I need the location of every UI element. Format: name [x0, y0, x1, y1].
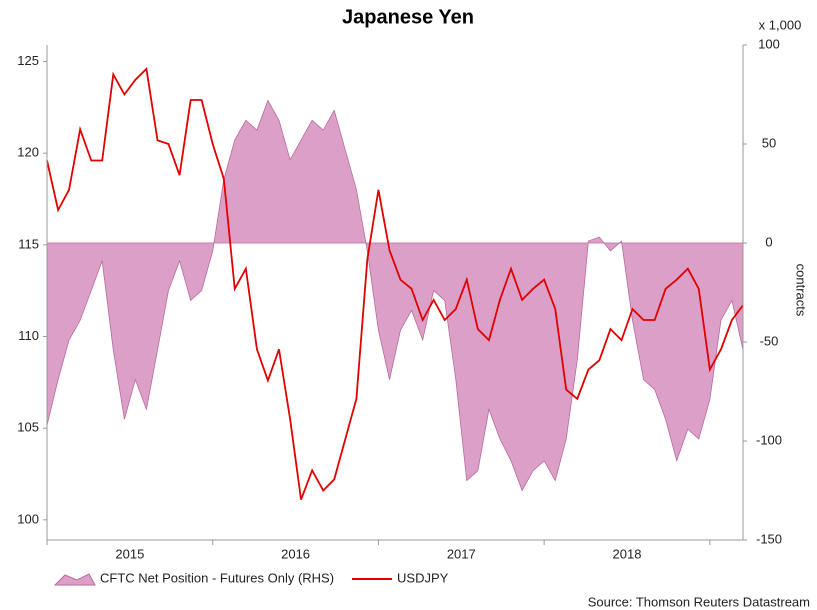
legend-label: USDJPY — [397, 570, 449, 585]
y2-axis-label: contracts — [794, 264, 809, 317]
legend-label: CFTC Net Position - Futures Only (RHS) — [100, 570, 334, 585]
y-tick-label: 110 — [18, 328, 39, 343]
y-tick-label: 120 — [17, 145, 39, 160]
y2-tick-label: 100 — [758, 36, 780, 51]
x-tick-label: 2018 — [613, 546, 642, 561]
y2-tick-label: -50 — [760, 333, 779, 348]
area — [46, 99, 744, 492]
source: Source: Thomson Reuters Datastream — [588, 594, 810, 609]
y-tick-label: 105 — [17, 420, 39, 435]
x-tick-label: 2016 — [281, 546, 310, 561]
y-tick-label: 115 — [18, 236, 39, 251]
x-tick-label: 2015 — [115, 546, 144, 561]
y2-tick-label: -100 — [756, 432, 782, 447]
y2-tick-label: 0 — [765, 234, 772, 249]
y-tick-label: 125 — [17, 53, 39, 68]
legend-swatch — [53, 573, 96, 586]
chart-title: Japanese Yen — [342, 6, 474, 28]
y-tick-label: 100 — [17, 511, 39, 526]
x-tick-label: 2017 — [447, 546, 476, 561]
y2-unit: x 1,000 — [759, 17, 802, 32]
y2-tick-label: -150 — [756, 531, 782, 546]
y2-tick-label: 50 — [762, 135, 776, 150]
line — [46, 66, 744, 500]
